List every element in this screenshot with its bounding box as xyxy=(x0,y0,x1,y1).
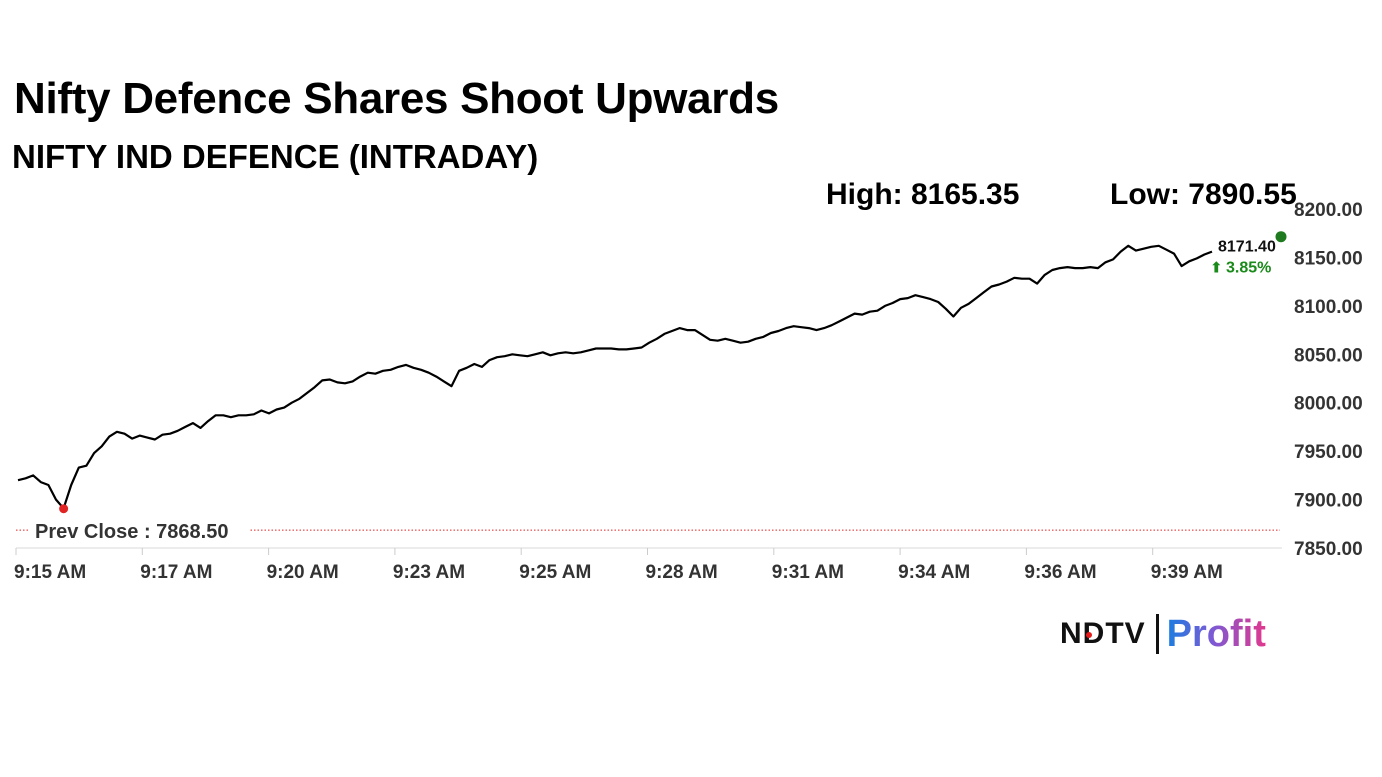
logo-divider xyxy=(1155,614,1159,654)
x-tick-label: 9:25 AM xyxy=(519,562,591,583)
y-tick-label: 8150.00 xyxy=(1294,248,1363,269)
logo-dot-icon xyxy=(1086,632,1092,638)
x-tick-label: 9:17 AM xyxy=(140,562,212,583)
change-indicator: ⬆ 3.85% xyxy=(1210,259,1271,277)
low-marker xyxy=(59,504,69,514)
ndtv-wordmark: NDTV xyxy=(1060,617,1146,650)
up-arrow-icon: ⬆ xyxy=(1210,259,1223,277)
high-stat: High: 8165.35 xyxy=(826,178,1020,211)
y-axis-ticks: 8200.00 8150.00 8100.00 8050.00 8000.00 7950.… xyxy=(1294,200,1363,560)
headline: Nifty Defence Shares Shoot Upwards xyxy=(14,74,779,123)
x-tick-label: 9:28 AM xyxy=(646,562,718,583)
y-tick-label: 7850.00 xyxy=(1294,539,1363,560)
x-tick-label: 9:31 AM xyxy=(772,562,844,583)
x-tick-label: 9:23 AM xyxy=(393,562,465,583)
x-tick-label: 9:15 AM xyxy=(14,562,86,583)
y-tick-label: 7900.00 xyxy=(1294,491,1363,512)
x-tick-label: 9:34 AM xyxy=(898,562,970,583)
low-stat: Low: 7890.55 xyxy=(1110,178,1297,211)
prev-close-label: Prev Close : 7868.50 xyxy=(35,521,228,543)
y-tick-label: 8000.00 xyxy=(1294,394,1363,415)
x-tick-label: 9:39 AM xyxy=(1151,562,1223,583)
ndtv-profit-logo: NDTV Profit xyxy=(1060,612,1266,656)
y-tick-label: 7950.00 xyxy=(1294,442,1363,463)
y-tick-label: 8050.00 xyxy=(1294,345,1363,366)
last-price-marker xyxy=(1275,231,1287,243)
price-line xyxy=(17,244,1213,510)
change-percent: 3.85% xyxy=(1226,260,1271,277)
y-tick-label: 8200.00 xyxy=(1294,200,1363,221)
x-axis-ticks: 9:15 AM 9:17 AM 9:20 AM 9:23 AM 9:25 AM 9:28 … xyxy=(14,548,1223,583)
x-tick-label: 9:36 AM xyxy=(1024,562,1096,583)
y-tick-label: 8100.00 xyxy=(1294,297,1363,318)
prev-close-label-bg xyxy=(28,520,250,541)
subheadline: NIFTY IND DEFENCE (INTRADAY) xyxy=(12,138,539,175)
profit-wordmark: Profit xyxy=(1166,612,1266,655)
x-tick-label: 9:20 AM xyxy=(267,562,339,583)
last-price-label: 8171.40 xyxy=(1218,239,1276,256)
